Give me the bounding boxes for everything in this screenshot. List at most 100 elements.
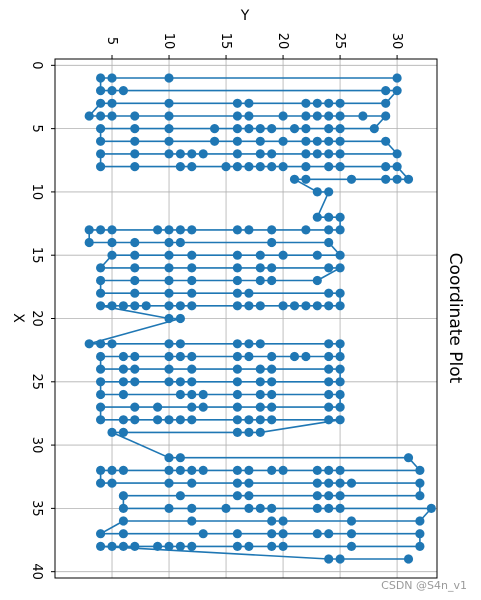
data-point [130,111,140,121]
data-point [369,124,379,134]
data-point [187,288,197,298]
data-point [164,465,174,475]
data-point [96,478,106,488]
data-point [96,86,106,96]
data-point [312,111,322,121]
data-point [415,465,425,475]
data-point [267,162,277,172]
data-point [232,149,242,159]
data-point [312,98,322,108]
data-point [358,111,368,121]
data-point [267,503,277,513]
data-point [335,250,345,260]
data-point [346,478,357,488]
data-point [107,73,117,83]
data-point [335,478,345,488]
data-point [164,453,174,463]
data-point [381,86,391,96]
data-point [255,263,265,273]
data-point [255,250,265,260]
y-tick-label: 20 [275,33,290,50]
data-point [232,162,242,172]
data-point [96,402,106,412]
data-point [175,313,185,324]
data-point [96,351,106,362]
data-point [324,225,334,235]
data-point [221,503,231,513]
y-axis-label: Y [240,8,250,24]
data-point [255,136,265,146]
data-point [381,98,391,108]
data-point [232,250,242,260]
data-point [335,136,345,146]
data-point [153,225,163,235]
data-point [267,389,277,400]
data-point [324,98,334,108]
data-point [187,402,197,412]
data-point [107,237,117,248]
data-point [96,529,106,539]
data-point [96,136,106,146]
data-point [301,124,311,134]
data-point [210,136,220,146]
data-point [301,98,311,108]
data-point [267,402,277,412]
data-point [232,491,242,501]
data-point [301,301,311,311]
data-point [164,415,174,425]
data-point [255,124,265,134]
y-tick-label: 15 [218,33,233,50]
data-point [232,263,242,273]
data-point [403,453,414,463]
watermark: CSDN @S4n_v1 [381,579,467,592]
data-point [164,288,174,298]
data-point [130,288,140,298]
data-point [255,149,265,159]
data-point [346,541,357,552]
x-tick-label: 5 [29,124,44,132]
data-point [187,301,197,311]
data-point [118,491,128,501]
data-point [415,491,425,501]
data-point [164,124,174,134]
data-point [118,516,128,526]
data-point [244,288,254,298]
data-point [312,503,322,513]
data-point [198,149,208,159]
data-point [187,275,197,286]
data-point [255,301,265,311]
data-point [255,275,265,286]
x-tick-label: 30 [29,437,44,454]
data-point [255,415,265,425]
data-point [324,529,334,539]
data-point [301,162,311,172]
x-tick-label: 15 [29,247,44,264]
data-point [335,98,345,108]
data-point [267,465,277,475]
data-point [289,301,300,311]
data-point [164,478,174,488]
data-point [301,136,311,146]
data-point [175,339,185,349]
data-point [335,301,345,311]
x-tick-label: 25 [29,374,44,391]
data-point [187,225,197,235]
data-point [107,111,117,121]
data-point [244,162,254,172]
data-point [244,541,254,552]
data-point [267,377,277,387]
data-point [164,364,174,374]
data-point [392,162,402,172]
data-point [107,86,117,96]
data-point [118,389,128,400]
data-point [107,427,117,437]
data-point [267,541,277,552]
data-point [175,453,185,463]
data-point [244,98,254,108]
data-point [278,465,288,475]
data-point [324,237,334,248]
data-point [324,377,334,387]
data-point [381,111,391,121]
data-point [187,263,197,273]
data-point [164,73,174,83]
